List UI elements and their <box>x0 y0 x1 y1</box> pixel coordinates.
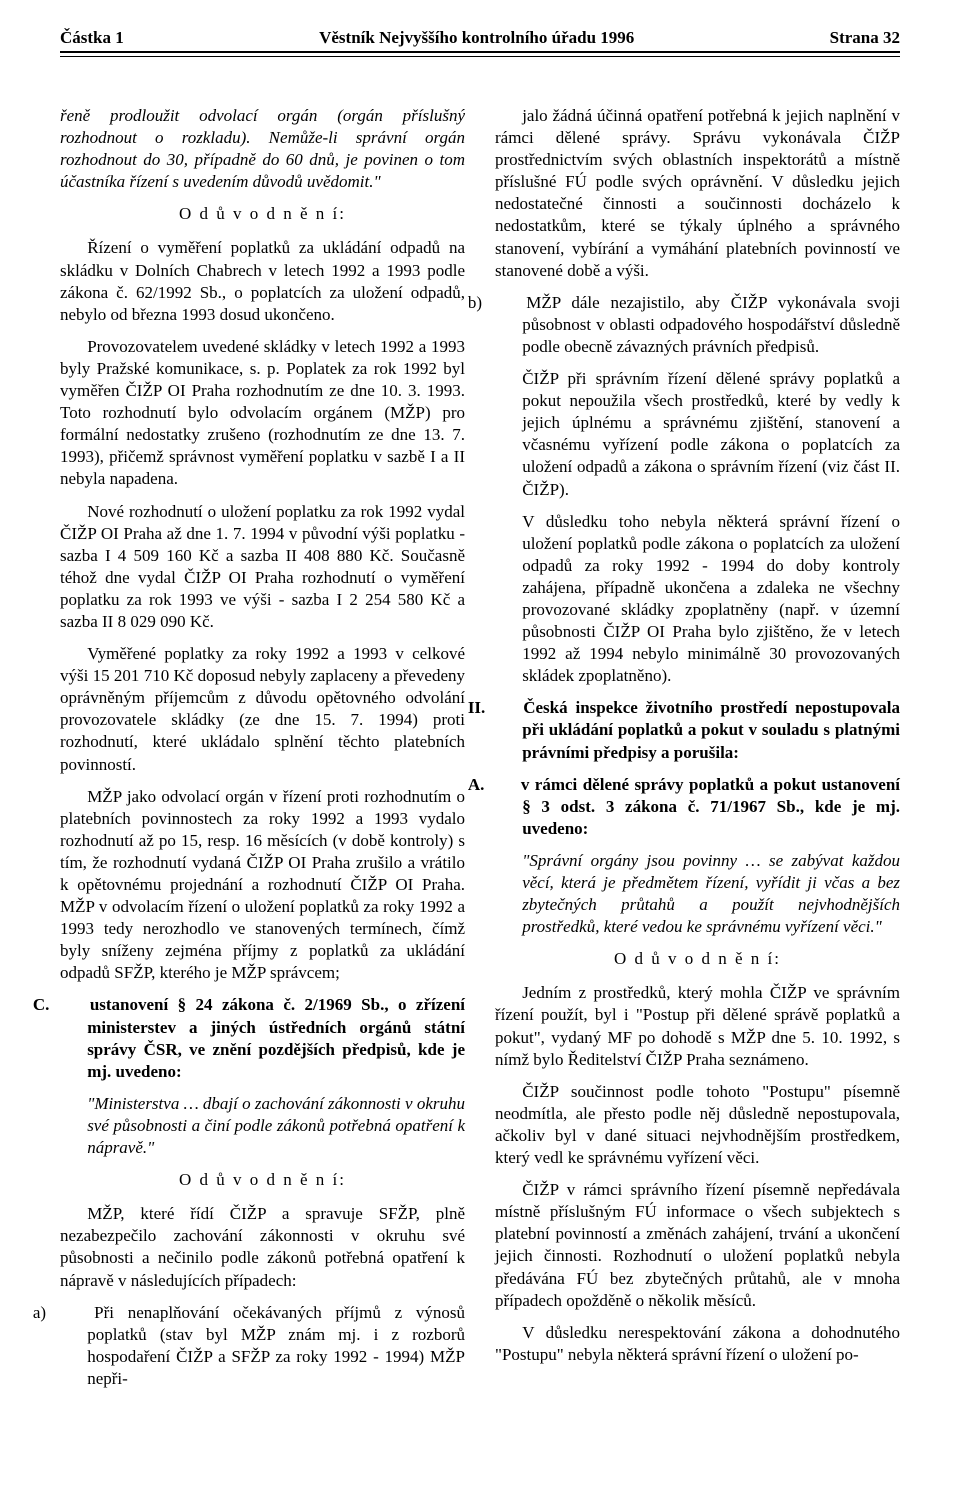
para: V důsledku toho nebyla některá správní ř… <box>522 511 900 688</box>
section-ii-text: Česká inspekce životního prostředí nepos… <box>522 698 900 761</box>
item-a: a) Při nenaplňování očekávaných příjmů z… <box>60 1302 465 1390</box>
section-a2: A. v rámci dělené správy poplatků a poku… <box>495 774 900 840</box>
label-ii: II. <box>495 697 515 719</box>
para: jalo žádná účinná opatření potřebná k je… <box>495 105 900 282</box>
para: Vyměřené poplatky za roky 1992 a 1993 v … <box>60 643 465 776</box>
section-a2-text: v rámci dělené správy poplatků a pokut u… <box>521 775 900 838</box>
section-c-text: ustanovení § 24 zákona č. 2/1969 Sb., o … <box>87 995 465 1080</box>
page-header: Částka 1 Věstník Nejvyššího kontrolního … <box>60 28 900 51</box>
para: Řízení o vyměření poplatků za ukládání o… <box>60 237 465 325</box>
item-a-text: Při nenaplňování očekávaných příjmů z vý… <box>87 1303 465 1388</box>
item-b-text: MŽP dále nezajistilo, aby ČIŽP vykonával… <box>522 293 900 356</box>
header-rule <box>60 51 900 57</box>
para: ČIŽP při správním řízení dělené správy p… <box>522 368 900 501</box>
para: Jedním z prostředků, který mohla ČIŽP ve… <box>495 982 900 1070</box>
para: ČIŽP v rámci správního řízení písemně ne… <box>495 1179 900 1312</box>
section-c: C. ustanovení § 24 zákona č. 2/1969 Sb.,… <box>60 994 465 1082</box>
item-b: b) MŽP dále nezajistilo, aby ČIŽP vykoná… <box>495 292 900 358</box>
para: V důsledku nerespektování zákona a dohod… <box>495 1322 900 1366</box>
label-a: a) <box>60 1302 80 1324</box>
para: Nové rozhodnutí o uložení poplatku za ro… <box>60 501 465 634</box>
para: MŽP jako odvolací orgán v řízení proti r… <box>60 786 465 985</box>
label-b: b) <box>495 292 515 314</box>
reasoning-heading: O d ů v o d n ě n í: <box>60 203 465 225</box>
quote: "Správní orgány jsou povinny … se zabýva… <box>522 850 900 938</box>
section-ii: II. Česká inspekce životního prostředí n… <box>495 697 900 763</box>
para: Provozovatelem uvedené skládky v letech … <box>60 336 465 491</box>
reasoning-heading: O d ů v o d n ě n í: <box>60 1169 465 1191</box>
header-part: Částka 1 <box>60 28 124 48</box>
header-page: Strana 32 <box>830 28 900 48</box>
para: ČIŽP součinnost podle tohoto "Postupu" p… <box>495 1081 900 1169</box>
body-columns: řeně prodloužit odvolací orgán (orgán př… <box>60 105 900 1390</box>
page: Částka 1 Věstník Nejvyššího kontrolního … <box>0 0 960 1430</box>
para: MŽP, které řídí ČIŽP a spravuje SFŽP, pl… <box>60 1203 465 1291</box>
label-c: C. <box>60 994 80 1016</box>
label-a2: A. <box>495 774 515 796</box>
quote: "Ministerstva … dbají o zachování zákonn… <box>87 1093 465 1159</box>
reasoning-heading: O d ů v o d n ě n í: <box>495 948 900 970</box>
para: řeně prodloužit odvolací orgán (orgán př… <box>60 105 465 193</box>
header-title: Věstník Nejvyššího kontrolního úřadu 199… <box>124 28 830 48</box>
